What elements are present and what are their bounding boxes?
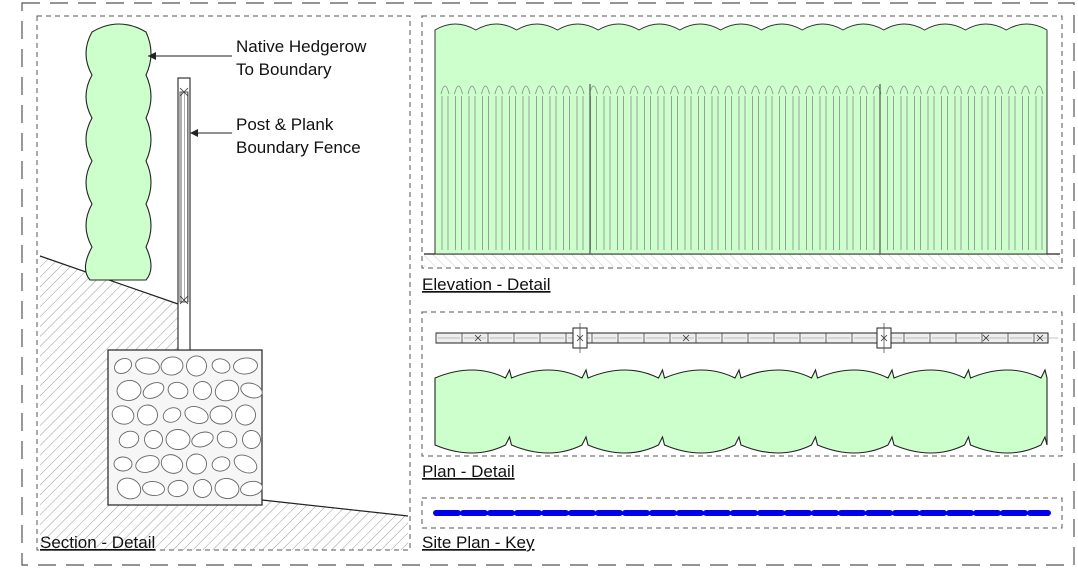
- hedgerow-arrow: [148, 52, 156, 60]
- fence-post-section: [177, 77, 191, 351]
- fence-plan: [435, 323, 1058, 353]
- ground-hatch: [40, 256, 178, 550]
- sheet-border: [21, 2, 1075, 566]
- ground-hatch-lower: [108, 500, 408, 550]
- plan-detail: Plan - Detail: [421, 311, 1063, 481]
- plan-caption: Plan - Detail: [422, 462, 515, 481]
- key-frame: [421, 497, 1063, 529]
- fence-label-line1: Post & Plank: [236, 115, 334, 134]
- fence-label-line2: Boundary Fence: [236, 138, 361, 157]
- fence-arrow: [190, 129, 198, 137]
- fence-planks-elevation: [440, 84, 1044, 254]
- hedgerow-plan: [434, 368, 1048, 454]
- hedgerow-elevation: [434, 23, 1048, 255]
- elevation-caption: Elevation - Detail: [422, 275, 551, 294]
- elevation-frame: [421, 15, 1063, 269]
- elevation-ground-hatch: [424, 254, 1060, 267]
- site-plan-key: Site Plan - Key: [421, 497, 1063, 552]
- section-detail: Native Hedgerow To Boundary Post & Plank…: [36, 15, 411, 552]
- stone-foundation: [107, 349, 263, 506]
- section-caption: Section - Detail: [40, 533, 155, 552]
- hedgerow-section: [84, 23, 152, 281]
- elevation-detail: Elevation - Detail: [421, 15, 1063, 294]
- hedgerow-label-line1: Native Hedgerow: [236, 37, 367, 56]
- plan-frame: [421, 311, 1063, 457]
- key-caption: Site Plan - Key: [422, 533, 535, 552]
- ground-line-right: [261, 499, 409, 517]
- hedgerow-label-line2: To Boundary: [236, 60, 332, 79]
